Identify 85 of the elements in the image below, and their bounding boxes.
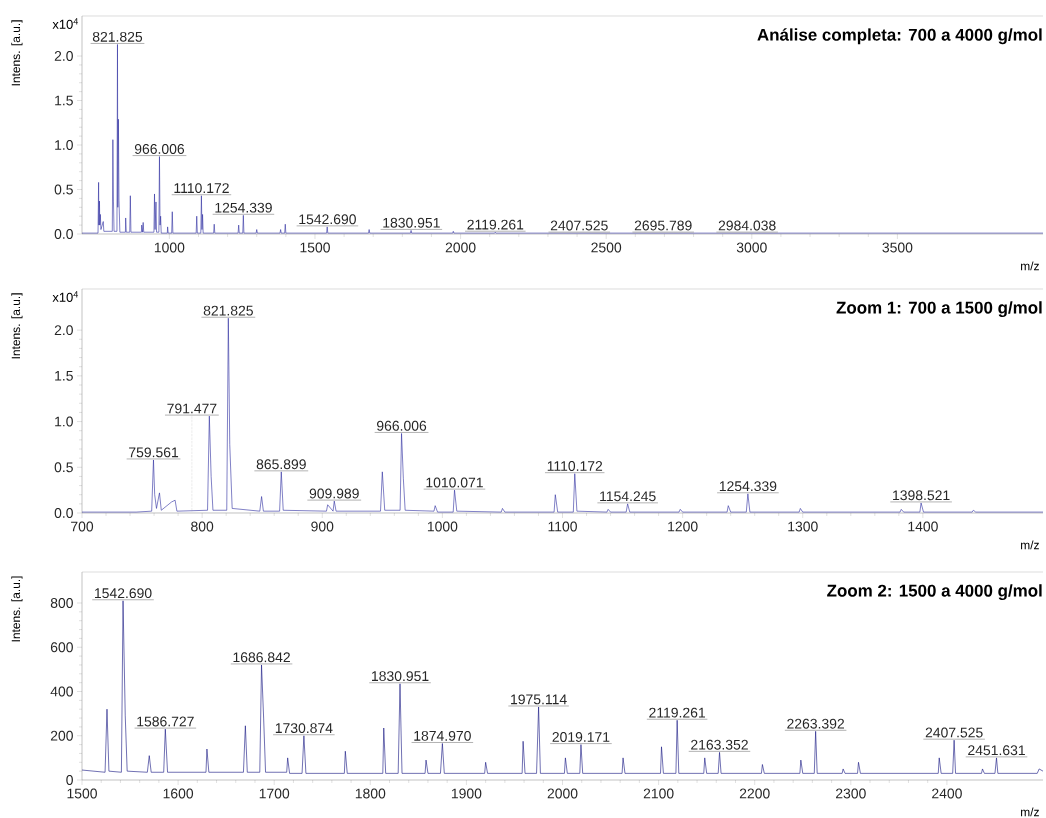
annotation: 1830.951	[372, 671, 429, 682]
x-axis-title: m/z	[1021, 807, 1039, 817]
annotation: 1874.970	[414, 730, 471, 741]
text: x10$^{4}$	[52, 291, 79, 302]
annotation: 865.899	[256, 459, 306, 470]
annotation: 1254.339	[215, 202, 272, 213]
x-tick-label: 3500	[882, 242, 913, 253]
x-tick-label: 900	[311, 521, 334, 532]
y-axis-title: Intens. [a.u.]	[11, 293, 23, 359]
x-tick-label: 2200	[739, 788, 770, 799]
annotation: 1254.339	[719, 481, 777, 492]
annotation: 1110.172	[547, 461, 603, 471]
x-tick-label: 1000	[154, 242, 185, 253]
annotation: 1542.690	[299, 214, 356, 225]
annotation: 966.006	[134, 144, 185, 154]
annotation: 2263.392	[787, 718, 845, 729]
x-tick-label: 1600	[163, 788, 194, 799]
x-tick-label: 1500	[300, 242, 330, 253]
annotation: 2163.352	[691, 739, 748, 750]
y-tick-label: 2.0	[54, 51, 73, 61]
y-tick-label: 1.0	[55, 416, 73, 427]
annotation: 1686.842	[233, 652, 290, 663]
annotation: 2451.631	[968, 745, 1025, 756]
y-tick-label: 0.5	[54, 462, 73, 473]
annotation: 2019.171	[552, 732, 610, 742]
x-axis-title: m/z	[1021, 540, 1039, 550]
x-tick-label: 1700	[259, 788, 290, 799]
x-tick-label: 1800	[355, 788, 386, 799]
annotation: 1542.690	[95, 588, 152, 599]
x-tick-label: 800	[191, 521, 214, 532]
x-tick-label: 1300	[788, 521, 818, 532]
x-tick-label: 1100	[548, 521, 577, 532]
x-tick-label: 2400	[932, 788, 962, 799]
x-tick-label: 1000	[427, 521, 458, 532]
annotation: 821.825	[203, 305, 253, 316]
y-tick-label: 600	[50, 642, 73, 653]
annotation: 1830.951	[383, 217, 440, 228]
annotation: 2119.261	[649, 707, 705, 718]
y-tick-label: 0	[66, 775, 73, 785]
text: x10$^{4}$	[52, 18, 79, 29]
x-tick-label: 700	[71, 521, 94, 532]
x-axis-title: m/z	[1021, 261, 1039, 271]
y-axis-title: Intens. [a.u.]	[11, 576, 23, 642]
y-tick-label: 0.5	[54, 184, 73, 195]
annotation: 966.006	[376, 420, 427, 431]
annotation: 2407.525	[550, 220, 608, 231]
text: Análise completa: 700 a 4000 g/mol	[757, 28, 1042, 45]
x-tick-label: 1200	[668, 521, 698, 532]
annotation: 1975.114	[511, 694, 567, 705]
annotation: 1110.172	[174, 183, 229, 194]
y-tick-label: 0.0	[54, 508, 73, 518]
x-tick-label: 1500	[67, 788, 97, 799]
x-tick-label: 2500	[591, 242, 622, 253]
x-tick-label: 2300	[836, 788, 866, 799]
annotation: 791.477	[167, 403, 217, 414]
annotation: 2119.261	[467, 219, 524, 230]
y-tick-label: 2.0	[54, 325, 73, 336]
annotation: 2407.525	[925, 727, 983, 738]
line-series	[81, 600, 1044, 774]
x-tick-label: 1900	[451, 788, 482, 799]
y-tick-label: 200	[50, 730, 73, 741]
x-tick-label: 2100	[643, 788, 674, 799]
y-tick-label: 1.0	[55, 140, 73, 150]
annotation: 1154.245	[600, 491, 656, 502]
text: Zoom 2: 1500 a 4000 g/mol	[827, 584, 1042, 601]
x-tick-label: 1400	[908, 521, 938, 532]
annotation: 2695.789	[634, 220, 692, 231]
annotation: 1398.521	[893, 490, 950, 501]
annotation: 1730.874	[275, 723, 333, 734]
x-tick-label: 3000	[736, 242, 767, 253]
y-tick-label: 0.0	[54, 229, 73, 239]
text: Zoom 1: 700 a 1500 g/mol	[836, 301, 1042, 318]
annotation: 909.989	[309, 488, 359, 499]
x-tick-label: 2000	[445, 242, 476, 253]
y-tick-label: 400	[50, 686, 73, 697]
x-tick-label: 2000	[547, 788, 578, 799]
annotation: 1010.071	[426, 477, 483, 488]
annotation: 2984.038	[718, 220, 776, 231]
annotation: 821.825	[92, 31, 143, 42]
annotation: 759.561	[129, 447, 179, 458]
y-tick-label: 1.5	[55, 95, 73, 106]
y-tick-label: 800	[50, 598, 73, 608]
y-axis-title: Intens. [a.u.]	[11, 20, 23, 86]
y-tick-label: 1.5	[55, 370, 73, 381]
annotation: 1586.727	[137, 716, 194, 727]
